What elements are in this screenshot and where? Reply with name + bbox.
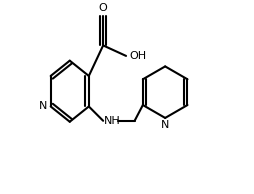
Text: N: N	[161, 120, 169, 130]
Text: O: O	[99, 3, 107, 13]
Text: NH: NH	[104, 116, 121, 126]
Text: OH: OH	[129, 51, 146, 61]
Text: N: N	[39, 101, 47, 112]
